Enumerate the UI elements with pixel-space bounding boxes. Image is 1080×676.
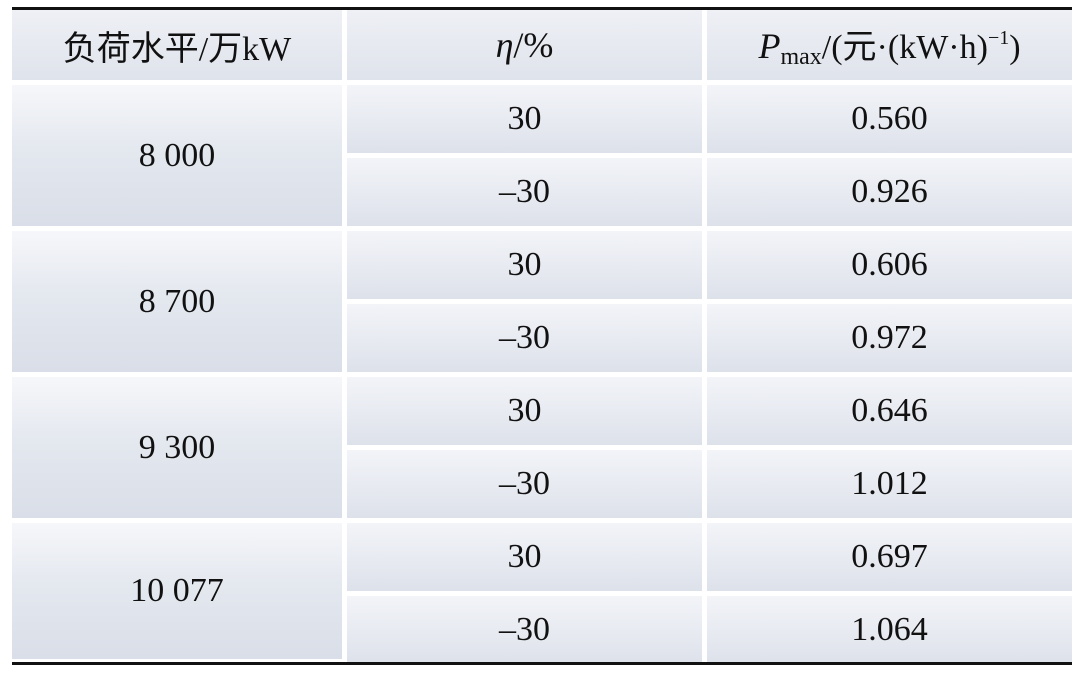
eta-cell: 30 <box>342 377 702 450</box>
eta-cell: 30 <box>342 85 702 158</box>
header-p-subscript: max <box>780 44 822 70</box>
header-eta: η/% <box>342 10 702 85</box>
header-row: 负荷水平/万kW η/% Pmax/(元·(kW·h)−1) <box>12 10 1072 85</box>
pmax-cell: 0.926 <box>702 158 1072 231</box>
eta-cell: 30 <box>342 523 702 596</box>
table-row: 9 300 30 0.646 <box>12 377 1072 523</box>
table-row: 10 077 30 0.697 <box>12 523 1072 664</box>
data-table-container: 负荷水平/万kW η/% Pmax/(元·(kW·h)−1) 8 000 30 … <box>12 7 1072 665</box>
eta-cell: –30 <box>342 596 702 664</box>
header-p-superscript: −1 <box>987 27 1010 49</box>
header-eta-unit: /% <box>513 25 554 65</box>
header-eta-symbol: η <box>495 25 514 65</box>
pmax-cell: 1.012 <box>702 450 1072 523</box>
header-pmax: Pmax/(元·(kW·h)−1) <box>702 10 1072 85</box>
pmax-cell: 0.972 <box>702 304 1072 377</box>
eta-cell: 30 <box>342 231 702 304</box>
eta-cell: –30 <box>342 304 702 377</box>
pmax-cell: 0.646 <box>702 377 1072 450</box>
header-p-unit-prefix: /(元·(kW·h) <box>821 29 988 66</box>
table-row: 8 000 30 0.560 <box>12 85 1072 231</box>
header-load-level: 负荷水平/万kW <box>12 10 342 85</box>
load-price-table: 负荷水平/万kW η/% Pmax/(元·(kW·h)−1) 8 000 30 … <box>12 10 1072 664</box>
load-level-cell: 10 077 <box>12 523 342 664</box>
table-row: –30 1.064 <box>12 596 1072 664</box>
table-row: –30 0.926 <box>12 158 1072 231</box>
load-level-cell: 9 300 <box>12 377 342 523</box>
eta-cell: –30 <box>342 158 702 231</box>
table-row: 8 700 30 0.606 <box>12 231 1072 377</box>
table-row: –30 0.972 <box>12 304 1072 377</box>
load-level-cell: 8 700 <box>12 231 342 377</box>
header-p-symbol: P <box>758 26 781 66</box>
load-level-cell: 8 000 <box>12 85 342 231</box>
bottom-rule <box>12 662 1072 665</box>
pmax-cell: 0.606 <box>702 231 1072 304</box>
table-row: –30 1.012 <box>12 450 1072 523</box>
pmax-cell: 0.697 <box>702 523 1072 596</box>
header-p-unit-suffix: ) <box>1009 29 1021 66</box>
top-rule <box>12 7 1072 10</box>
eta-cell: –30 <box>342 450 702 523</box>
pmax-cell: 1.064 <box>702 596 1072 664</box>
header-load-label: 负荷水平/万kW <box>62 30 292 68</box>
pmax-cell: 0.560 <box>702 85 1072 158</box>
